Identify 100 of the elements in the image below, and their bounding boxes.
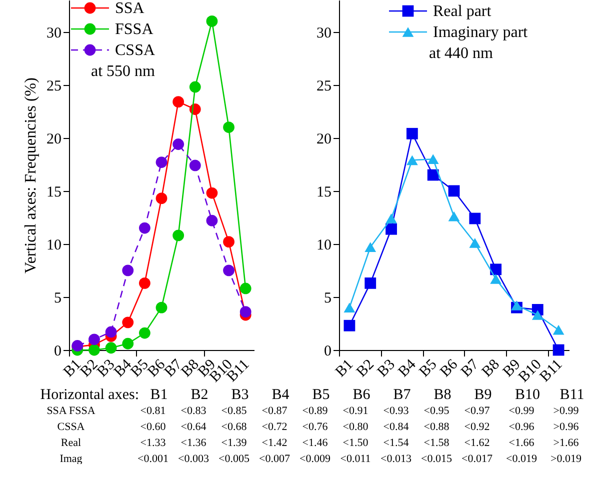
text: <1.46 (302, 437, 328, 449)
point (122, 338, 134, 350)
point (88, 344, 100, 356)
text: <1.42 (262, 437, 288, 449)
text: <0.68 (221, 421, 248, 433)
point (448, 185, 460, 197)
text: <0.99 (508, 405, 535, 417)
y-tick-label: 5 (324, 290, 332, 306)
text: <0.97 (464, 405, 490, 417)
text: B4 (272, 387, 290, 403)
text: >0.019 (550, 453, 582, 465)
point (138, 327, 150, 339)
y-tick-label: 30 (46, 25, 62, 42)
text: <0.019 (506, 453, 538, 465)
y-tick-label: 15 (46, 184, 62, 200)
point (240, 282, 252, 294)
text: B10 (514, 387, 540, 403)
point (206, 187, 218, 199)
point (552, 344, 564, 356)
point (240, 306, 252, 318)
text: <0.83 (180, 405, 207, 417)
y-tick-label: 25 (316, 78, 332, 94)
text: <0.93 (383, 405, 410, 417)
text: B5 (312, 387, 330, 403)
point (138, 222, 150, 234)
point (344, 302, 356, 313)
text: <0.84 (383, 421, 410, 433)
point (427, 169, 439, 181)
point (88, 334, 100, 346)
point (364, 242, 376, 252)
point (172, 230, 184, 242)
point (469, 238, 481, 248)
legend-label: SSA (115, 0, 145, 17)
x-tick-label: B3 (374, 356, 398, 380)
text: <0.87 (262, 405, 288, 417)
annotation: at 440 nm (429, 45, 494, 62)
text: B6 (352, 387, 371, 403)
y-axis-title: Vertical axes: Frequencies (%) (22, 78, 40, 274)
y-tick-label: 25 (46, 78, 62, 94)
text: <0.81 (140, 405, 166, 417)
text: <0.60 (140, 421, 166, 433)
text: SSA FSSA (46, 405, 96, 417)
y-tick-label: 5 (54, 290, 62, 306)
point (448, 211, 460, 222)
text: <0.001 (138, 453, 168, 465)
point (156, 192, 168, 204)
point (469, 212, 481, 224)
text: Horizontal axes: (40, 387, 139, 403)
point (386, 214, 397, 224)
text: <0.95 (424, 405, 450, 417)
text: Real (60, 437, 82, 449)
text: <1.36 (180, 437, 207, 449)
legend-label: Imaginary part (433, 24, 528, 41)
y-tick-label: 20 (316, 131, 332, 148)
point (427, 154, 439, 164)
text: <0.91 (342, 405, 368, 417)
text: B2 (190, 387, 208, 403)
text: <0.85 (221, 405, 248, 417)
point (406, 128, 418, 140)
text: <0.96 (508, 421, 535, 433)
text: <1.66 (508, 437, 535, 449)
point (406, 155, 418, 166)
text: <1.39 (221, 437, 248, 449)
annotation: at 550 nm (91, 63, 156, 80)
text: <0.017 (462, 453, 493, 465)
text: >0.99 (553, 405, 580, 417)
text: <0.009 (300, 453, 331, 465)
y-tick-label: 15 (316, 184, 332, 200)
point (189, 160, 201, 172)
point (223, 264, 234, 276)
text: B1 (150, 387, 168, 403)
point (490, 264, 502, 276)
text: <1.58 (424, 437, 450, 449)
point (532, 310, 544, 320)
y-tick-label: 10 (46, 237, 62, 254)
point (386, 223, 397, 235)
point (172, 138, 184, 150)
text: <0.72 (262, 421, 288, 433)
point (511, 300, 522, 310)
text: <0.015 (421, 453, 452, 465)
y-tick-label: 20 (46, 131, 62, 148)
text: B9 (474, 387, 492, 403)
legend-label: Real part (433, 3, 492, 20)
y-tick-label: 0 (54, 344, 62, 360)
text: <1.54 (383, 437, 410, 449)
y-tick-label: 10 (316, 237, 332, 254)
text: <0.80 (342, 421, 369, 433)
text: <1.62 (464, 437, 490, 449)
point (156, 156, 168, 168)
text: <0.88 (424, 421, 450, 433)
point (364, 277, 376, 289)
point (223, 236, 234, 248)
point (172, 96, 184, 108)
text: <1.50 (342, 437, 369, 449)
point (156, 302, 168, 314)
text: <1.33 (140, 437, 166, 449)
y-tick-label: 0 (324, 344, 332, 360)
y-tick-label: 30 (316, 25, 332, 42)
point (490, 274, 502, 284)
text: >1.66 (553, 437, 580, 449)
